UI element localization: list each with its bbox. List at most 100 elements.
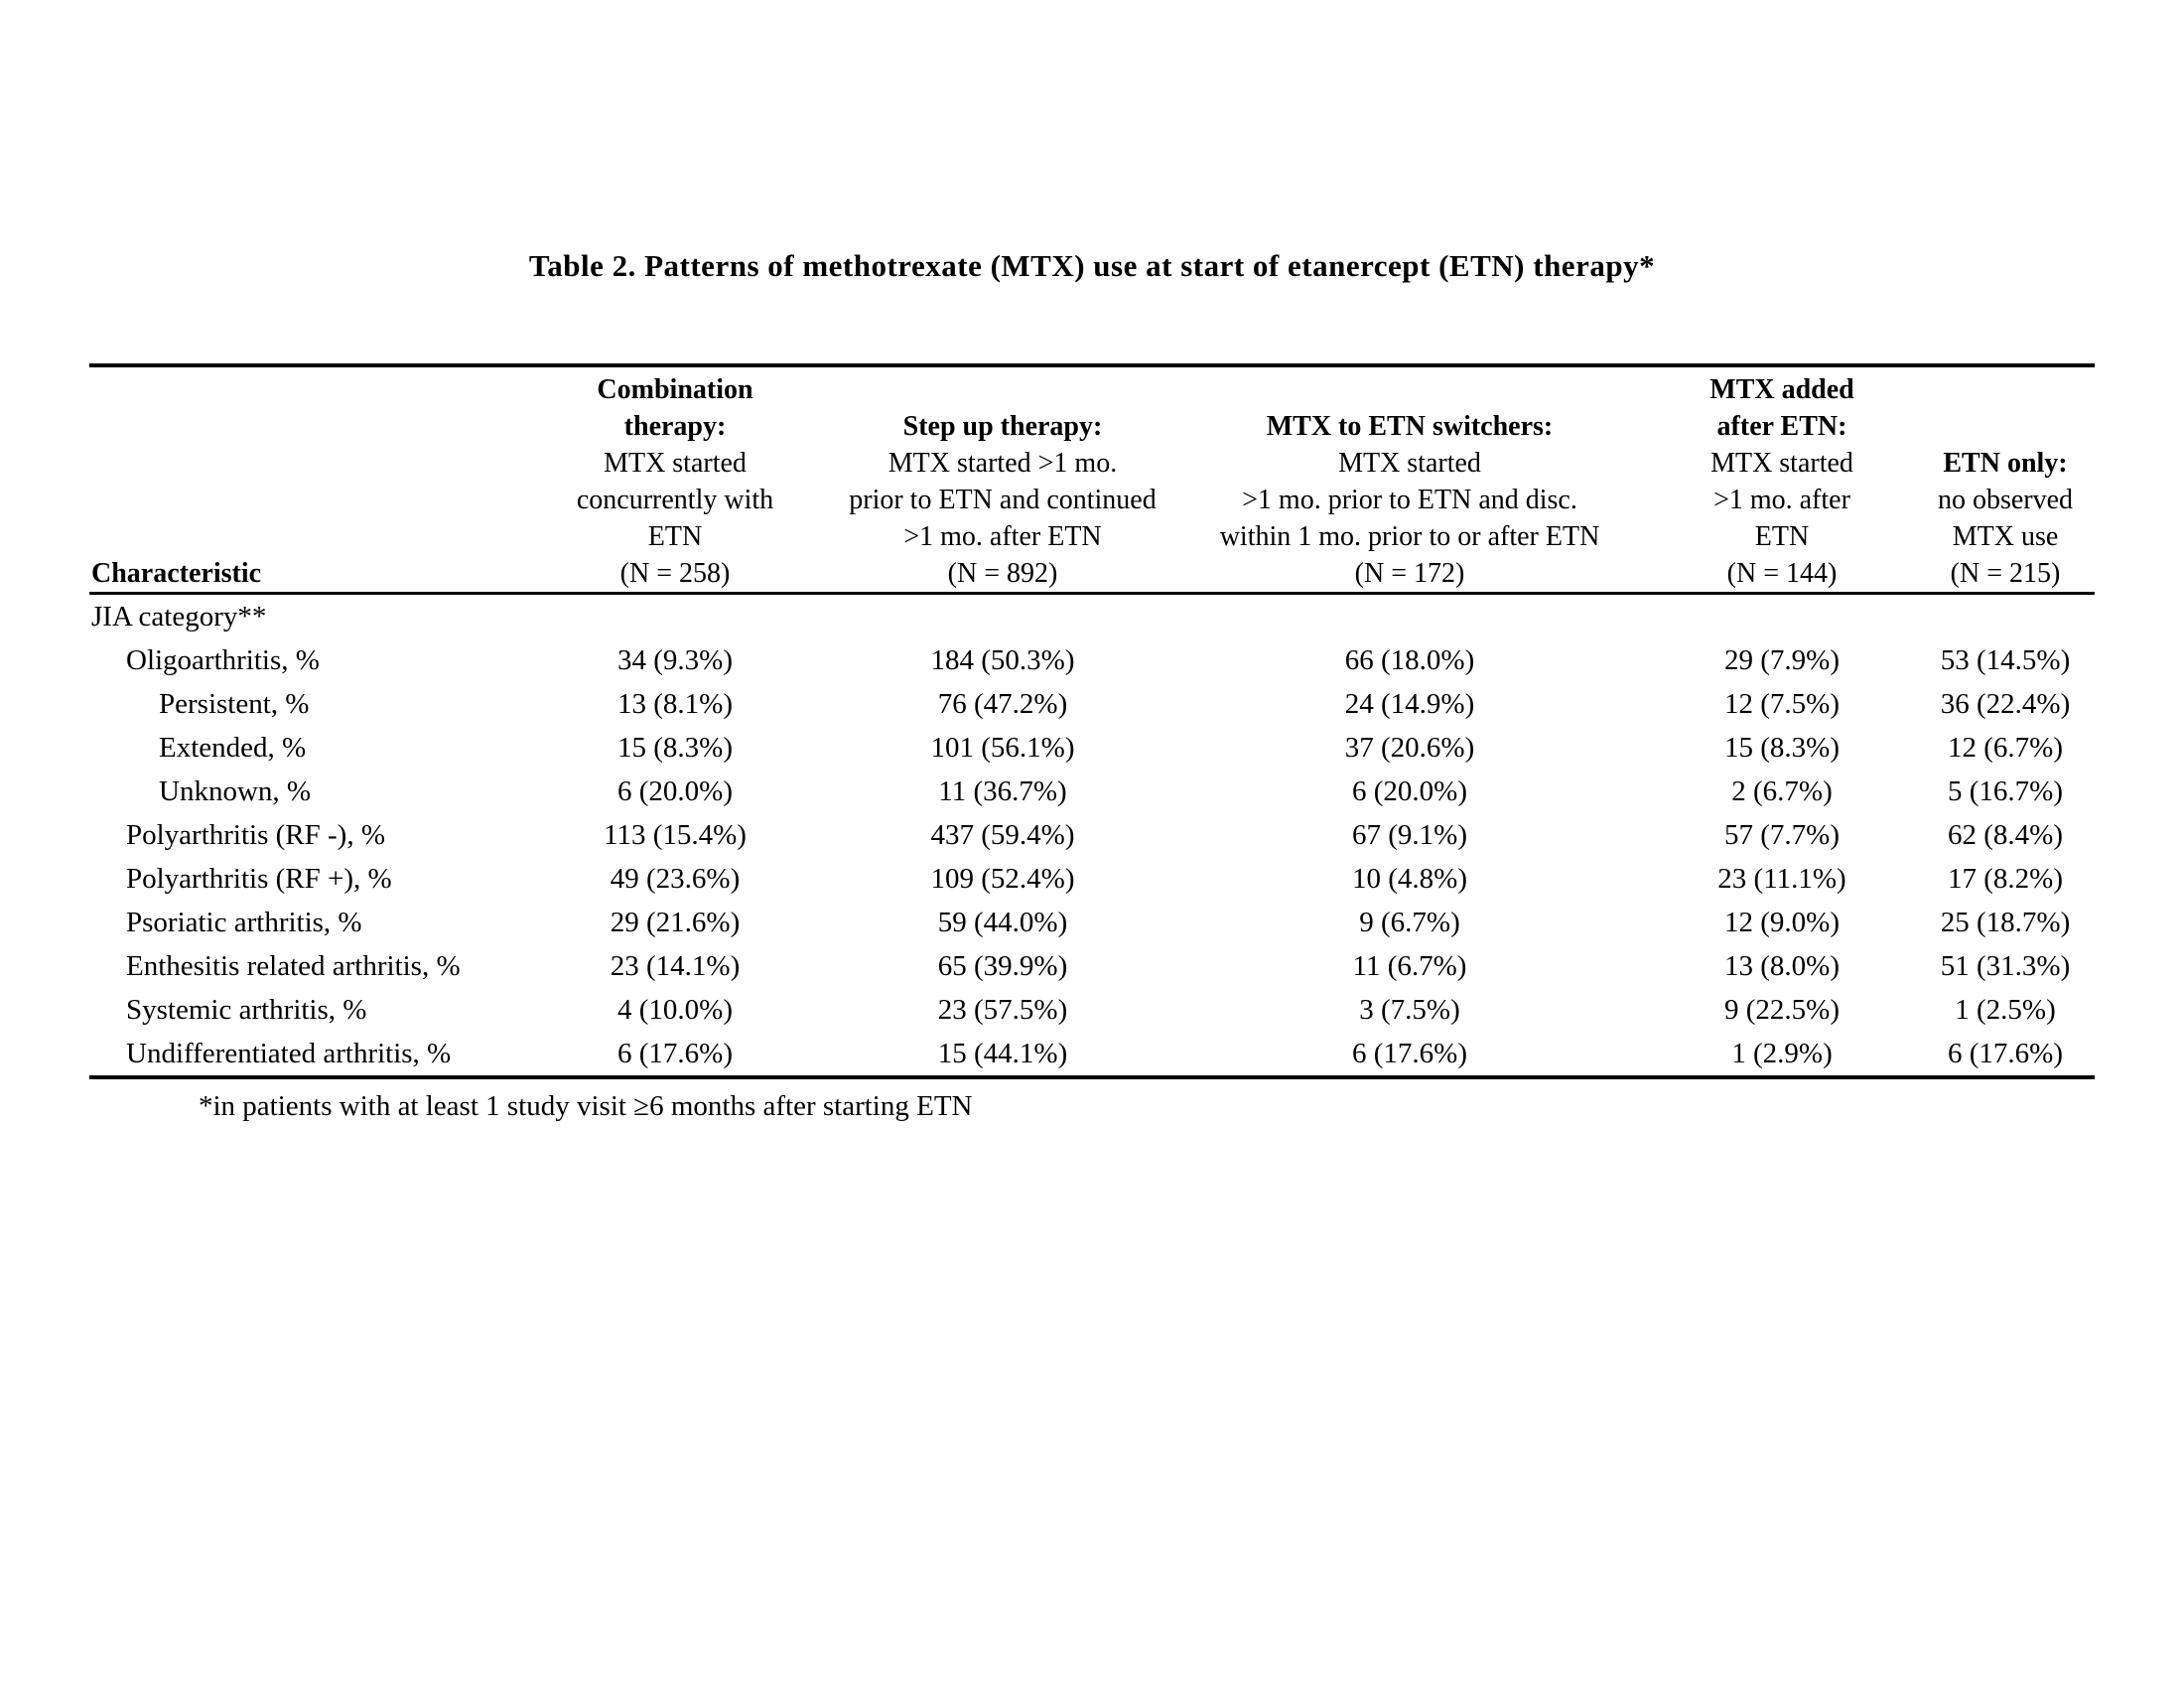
table-header-row: Characteristic Combination therapy: MTX sta… [89, 365, 2095, 595]
table-body: JIA category** Oligoarthritis, % 34 (9.3%)… [89, 594, 2095, 1079]
cell-value: 9 (22.5%) [1724, 994, 1840, 1026]
row-label: Polyarthritis (RF -), % [126, 819, 385, 851]
cell-value: 6 (20.0%) [1352, 775, 1467, 807]
header-line: therapy: [623, 411, 727, 442]
cell-value: 34 (9.3%) [617, 644, 733, 676]
cell-value: 49 (23.6%) [610, 863, 741, 895]
cell-value: 76 (47.2%) [937, 688, 1068, 720]
header-line: (N = 215) [1950, 558, 2061, 589]
row-label: Persistent, % [159, 688, 310, 720]
cell-value: 6 (17.6%) [1171, 1032, 1648, 1079]
table-title: Table 2. Patterns of methotrexate (MTX) … [528, 248, 1656, 283]
header-line: no observed [1937, 485, 2074, 515]
header-line [89, 408, 516, 445]
cell-value [516, 594, 834, 639]
cell-value: 13 (8.1%) [617, 688, 733, 720]
cell-value: 109 (52.4%) [930, 863, 1075, 895]
row-label: Extended, % [159, 732, 307, 764]
cell-value: 437 (59.4%) [930, 819, 1075, 851]
cell-value: 65 (39.9%) [937, 950, 1068, 982]
table-row: Polyarthritis (RF -), % 113 (15.4%) 437 (5… [89, 813, 2095, 857]
header-line [89, 518, 516, 555]
header-line: within 1 mo. prior to or after ETN [1219, 521, 1600, 552]
header-line: ETN only: [1943, 448, 2068, 479]
header-line: Combination [597, 374, 753, 405]
cell-value: 5 (16.7%) [1948, 775, 2063, 807]
row-label: Enthesitis related arthritis, % [126, 950, 461, 982]
cell-value: 24 (14.9%) [1344, 688, 1475, 720]
cell-value: 6 (20.0%) [617, 775, 733, 807]
row-label: Systemic arthritis, % [126, 994, 367, 1026]
header-line [1171, 371, 1648, 408]
cell-value: 37 (20.6%) [1344, 732, 1475, 764]
cell-value: 13 (8.0%) [1724, 950, 1840, 982]
table-row: Undifferentiated arthritis, % 6 (17.6%) 15… [89, 1032, 2095, 1079]
header-line: (N = 144) [1726, 558, 1838, 589]
header-line [834, 371, 1171, 408]
cell-value [1171, 594, 1648, 639]
header-line: MTX to ETN switchers: [1266, 411, 1554, 442]
header-line: ETN [1754, 521, 1810, 552]
table-row: Oligoarthritis, % 34 (9.3%) 184 (50.3%) 66 … [89, 638, 2095, 682]
row-label: Polyarthritis (RF +), % [126, 863, 392, 895]
cell-value: 51 (31.3%) [1940, 950, 2071, 982]
column-header-combination-therapy: Combination therapy: MTX started concurrent… [516, 365, 834, 595]
column-header-mtx-added-after-etn: MTX added after ETN: MTX started >1 mo. aft… [1648, 365, 1916, 595]
header-line: concurrently with [576, 485, 774, 515]
table-row: JIA category** [89, 594, 2095, 639]
column-header-characteristic: Characteristic [89, 365, 516, 595]
header-line [89, 445, 516, 482]
table-row: Persistent, % 13 (8.1%) 76 (47.2%) 24 (14.9… [89, 682, 2095, 726]
table-row: Systemic arthritis, % 4 (10.0%) 23 (57.5%)… [89, 988, 2095, 1032]
cell-value: 67 (9.1%) [1352, 819, 1467, 851]
cell-value: 113 (15.4%) [604, 819, 747, 851]
table-row: Psoriatic arthritis, % 29 (21.6%) 59 (44.0… [89, 901, 2095, 944]
cell-value: 25 (18.7%) [1940, 907, 2071, 938]
cell-value: 11 (6.7%) [1352, 950, 1467, 982]
header-line [89, 371, 516, 408]
table-footnote: *in patients with at least 1 study visit… [199, 1090, 973, 1122]
header-line: (N = 172) [1354, 558, 1465, 589]
cell-value: 36 (22.4%) [1940, 688, 2071, 720]
header-line [89, 482, 516, 518]
header-line: MTX use [1952, 521, 2059, 552]
cell-value [1648, 594, 1916, 639]
cell-value: 23 (11.1%) [1717, 863, 1846, 895]
row-label: JIA category** [91, 601, 267, 633]
cell-value: 1 (2.5%) [1955, 994, 2056, 1026]
cell-value: 2 (6.7%) [1731, 775, 1833, 807]
header-line: (N = 258) [619, 558, 731, 589]
header-line: prior to ETN and continued [849, 485, 1157, 515]
cell-value: 66 (18.0%) [1344, 644, 1475, 676]
cell-value: 6 (17.6%) [1916, 1032, 2095, 1079]
table-row: Enthesitis related arthritis, % 23 (14.1%… [89, 944, 2095, 988]
cell-value: 53 (14.5%) [1940, 644, 2071, 676]
row-label: Psoriatic arthritis, % [126, 907, 362, 938]
row-label: Oligoarthritis, % [126, 644, 320, 676]
header-line: (N = 892) [947, 558, 1058, 589]
column-header-step-up-therapy: Step up therapy: MTX started >1 mo. prior … [834, 365, 1171, 595]
cell-value: 17 (8.2%) [1948, 863, 2063, 895]
cell-value: 4 (10.0%) [617, 994, 733, 1026]
cell-value: 6 (17.6%) [516, 1032, 834, 1079]
cell-value: 9 (6.7%) [1359, 907, 1460, 938]
header-line: >1 mo. after [1713, 485, 1850, 515]
cell-value [834, 594, 1171, 639]
header-line: after ETN: [1716, 411, 1847, 442]
table-row: Unknown, % 6 (20.0%) 11 (36.7%) 6 (20.0%) 2 … [89, 770, 2095, 813]
cell-value: 15 (44.1%) [834, 1032, 1171, 1079]
cell-value: 29 (7.9%) [1724, 644, 1840, 676]
cell-value: 12 (9.0%) [1724, 907, 1840, 938]
cell-value: 3 (7.5%) [1359, 994, 1460, 1026]
header-line [1916, 408, 2095, 445]
cell-value: 11 (36.7%) [938, 775, 1067, 807]
cell-value: 29 (21.6%) [610, 907, 741, 938]
header-line: MTX started >1 mo. [887, 448, 1118, 479]
data-table: Characteristic Combination therapy: MTX sta… [89, 363, 2095, 1079]
row-label: Unknown, % [159, 775, 312, 807]
header-line: MTX added [1709, 374, 1854, 405]
cell-value: 12 (6.7%) [1948, 732, 2063, 764]
header-line: >1 mo. prior to ETN and disc. [1242, 485, 1577, 515]
header-line: Characteristic [91, 558, 262, 589]
